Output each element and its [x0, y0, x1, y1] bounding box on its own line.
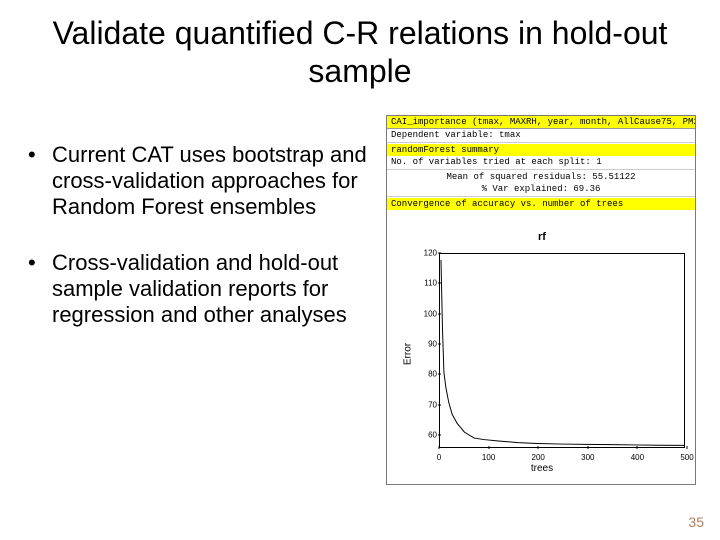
y-tick-mark	[438, 343, 441, 344]
x-tick-label: 300	[581, 453, 594, 462]
msr-line: Mean of squared residuals: 55.51122	[387, 171, 695, 183]
divider	[387, 169, 695, 170]
bullet-item: Current CAT uses bootstrap and cross-val…	[24, 142, 374, 220]
y-axis-label: Error	[403, 342, 414, 364]
bullet-item: Cross-validation and hold-out sample val…	[24, 250, 374, 328]
x-tick-mark	[439, 446, 440, 449]
chart: rf Error trees 0100200300400500607080901…	[395, 231, 689, 476]
y-tick-label: 90	[423, 339, 437, 348]
divider	[387, 142, 695, 143]
y-tick-mark	[438, 283, 441, 284]
y-tick-label: 110	[423, 279, 437, 288]
x-tick-mark	[538, 446, 539, 449]
y-tick-mark	[438, 313, 441, 314]
output-panel: CAI_importance (tmax, MAXRH, year, month…	[386, 115, 696, 485]
page-number: 35	[688, 514, 704, 530]
varexp-line: % Var explained: 69.36	[387, 183, 695, 195]
chart-title: rf	[395, 231, 689, 243]
y-tick-label: 80	[423, 370, 437, 379]
y-tick-label: 120	[423, 249, 437, 258]
slide-title: Validate quantified C-R relations in hol…	[0, 14, 720, 91]
y-tick-label: 70	[423, 400, 437, 409]
line-series	[440, 254, 684, 447]
panel-header: CAI_importance (tmax, MAXRH, year, month…	[387, 116, 695, 129]
x-tick-label: 200	[532, 453, 545, 462]
x-tick-mark	[587, 446, 588, 449]
x-tick-label: 500	[680, 453, 693, 462]
slide: Validate quantified C-R relations in hol…	[0, 0, 720, 540]
x-tick-mark	[687, 446, 688, 449]
conv-line: Convergence of accuracy vs. number of tr…	[387, 198, 695, 210]
y-tick-label: 100	[423, 309, 437, 318]
ntry-line: No. of variables tried at each split: 1	[387, 156, 695, 168]
y-tick-mark	[438, 374, 441, 375]
y-tick-mark	[438, 404, 441, 405]
divider	[387, 196, 695, 197]
x-tick-label: 0	[437, 453, 441, 462]
x-tick-label: 400	[631, 453, 644, 462]
bullet-list: Current CAT uses bootstrap and cross-val…	[24, 142, 374, 358]
dep-var-line: Dependent variable: tmax	[387, 129, 695, 141]
y-tick-mark	[438, 253, 441, 254]
x-axis-label: trees	[395, 463, 689, 474]
y-tick-label: 60	[423, 430, 437, 439]
y-tick-mark	[438, 434, 441, 435]
summary-line: randomForest summary	[387, 144, 695, 156]
x-tick-label: 100	[482, 453, 495, 462]
x-tick-mark	[488, 446, 489, 449]
x-tick-mark	[637, 446, 638, 449]
plot-box	[439, 253, 685, 448]
